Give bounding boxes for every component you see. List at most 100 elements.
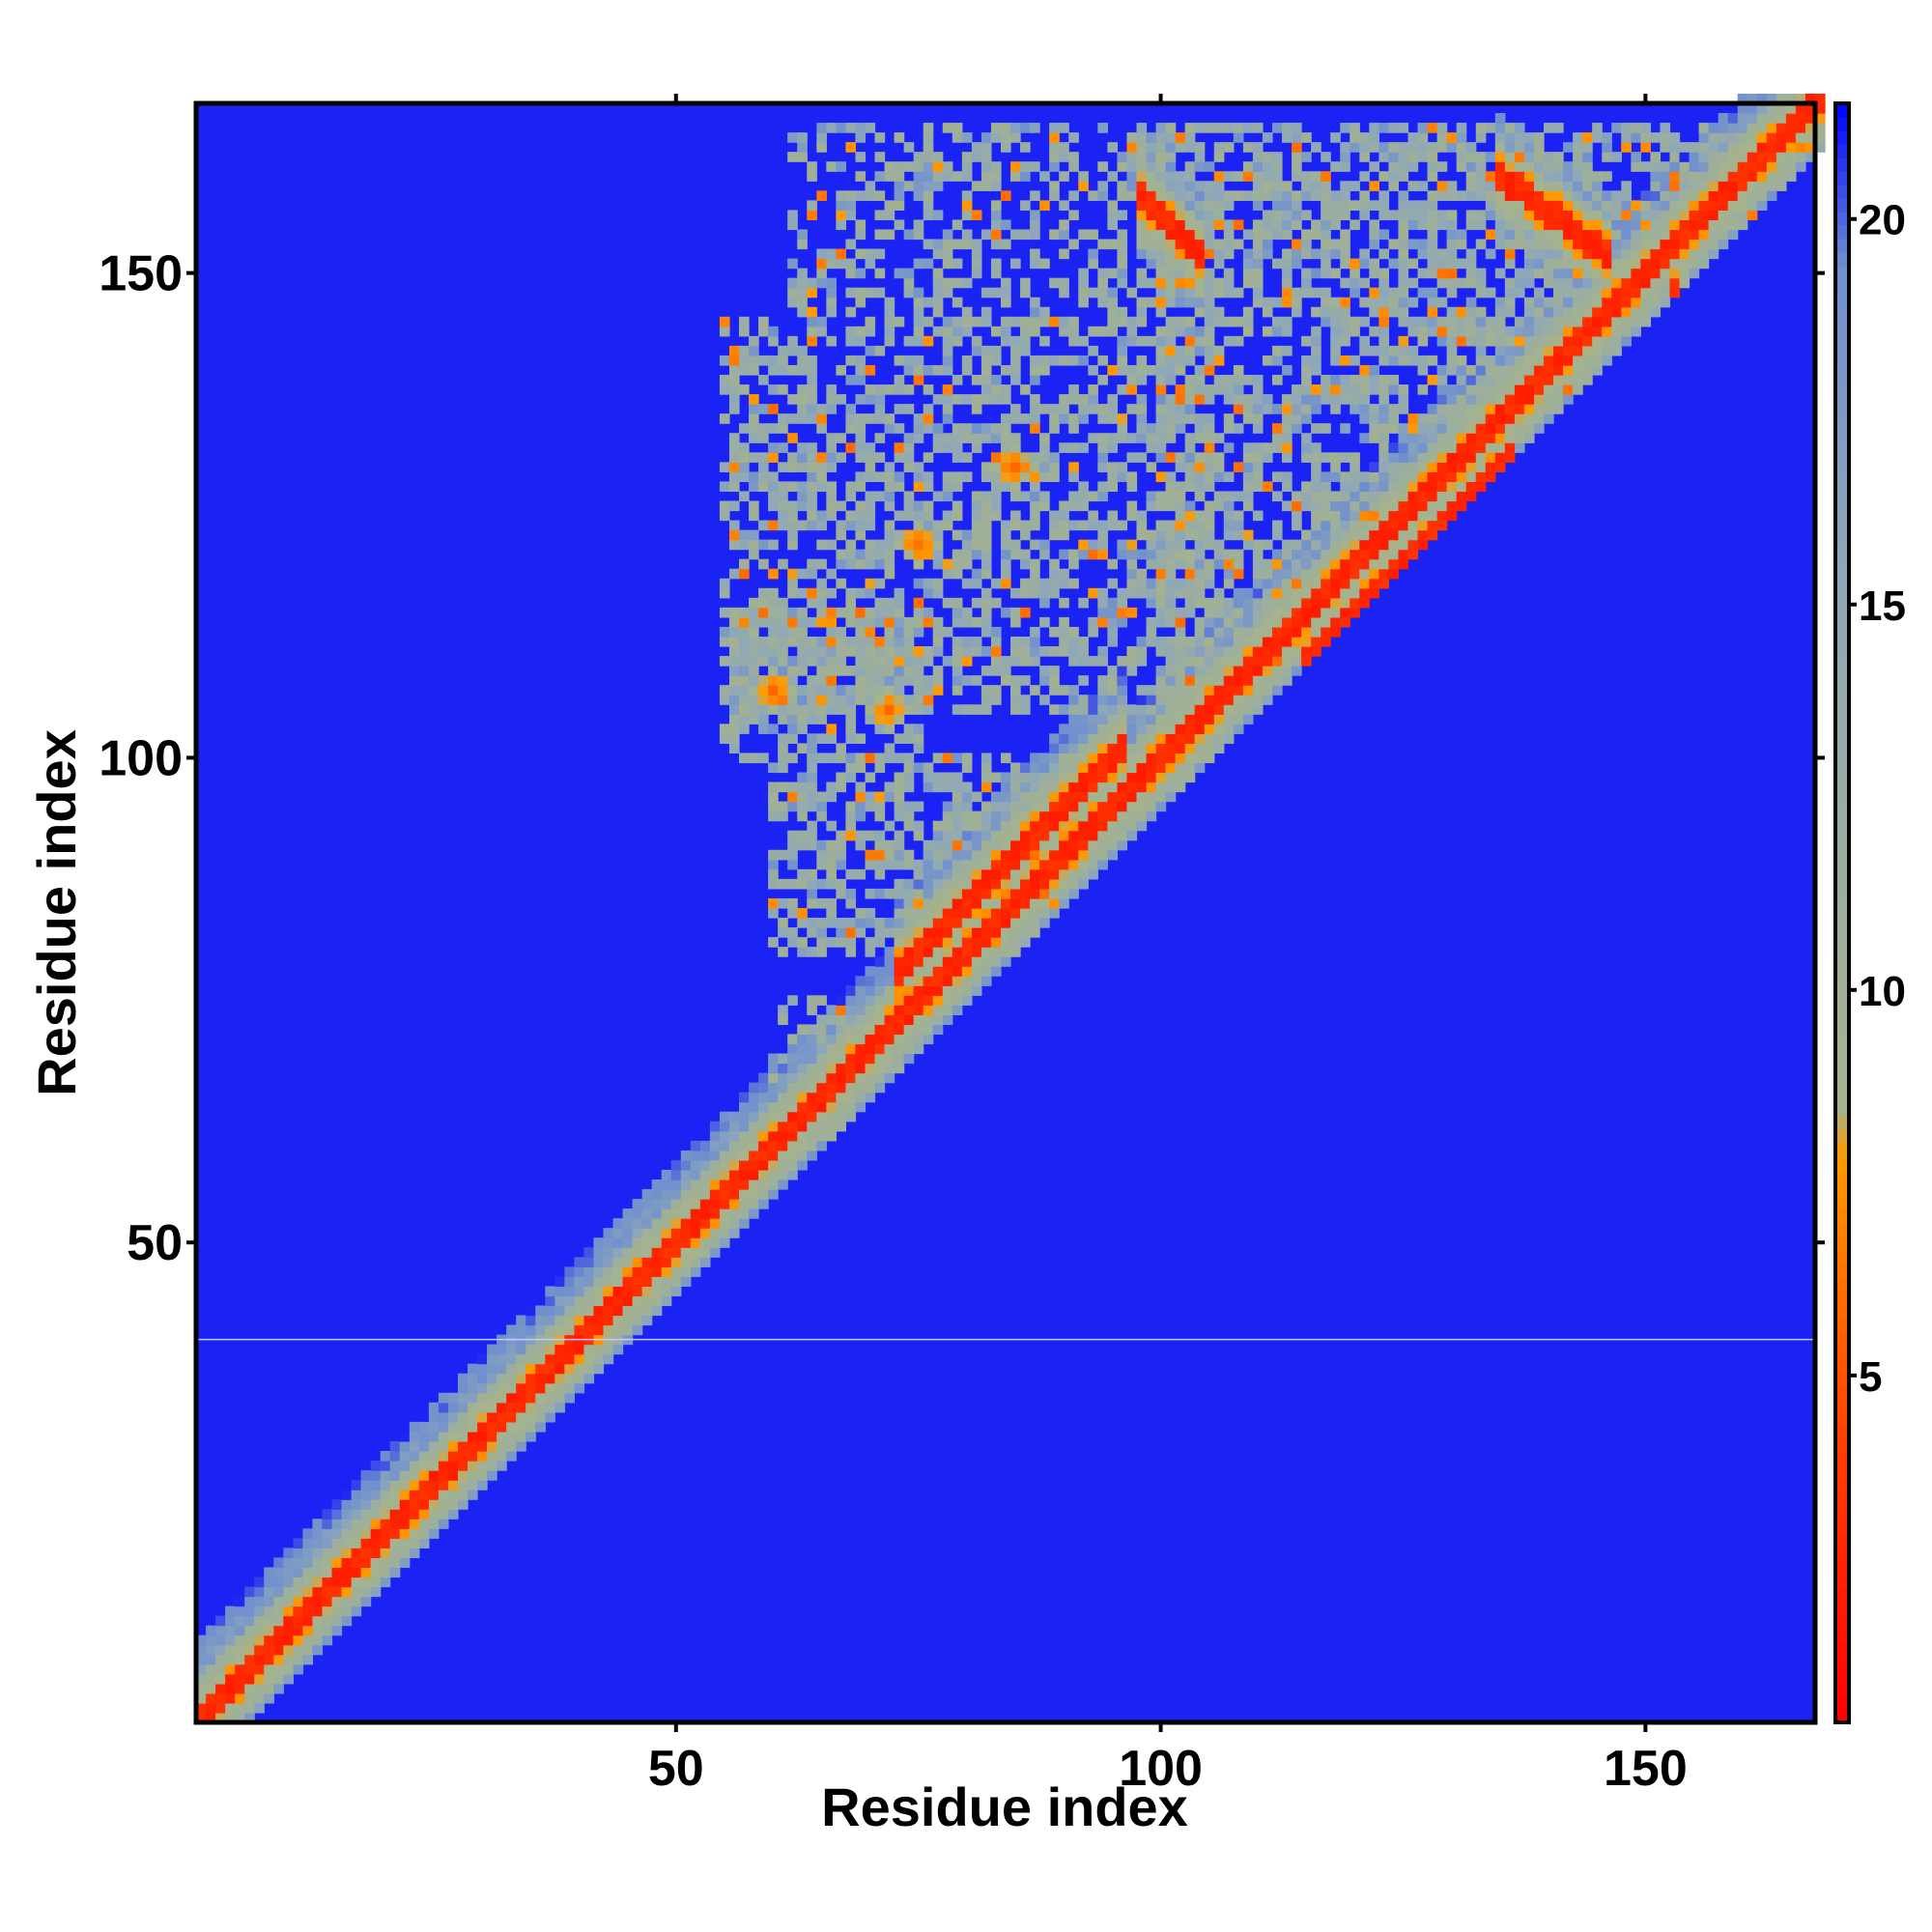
heatmap-cell xyxy=(855,695,867,705)
heatmap-cell xyxy=(913,510,924,522)
heatmap-cell xyxy=(1194,568,1206,580)
heatmap-cell xyxy=(1369,345,1379,356)
heatmap-cell xyxy=(836,258,847,270)
heatmap-cell xyxy=(739,675,750,686)
heatmap-cell xyxy=(506,1363,517,1375)
heatmap-cell xyxy=(768,364,779,376)
heatmap-cell xyxy=(961,229,973,241)
heatmap-cell xyxy=(283,1644,294,1656)
heatmap-cell xyxy=(1030,568,1040,580)
heatmap-cell xyxy=(1242,587,1254,599)
heatmap-cell xyxy=(1563,219,1574,231)
heatmap-cell xyxy=(894,753,905,764)
heatmap-cell xyxy=(961,995,973,1006)
heatmap-cell xyxy=(535,1373,546,1384)
heatmap-cell xyxy=(1020,200,1031,211)
heatmap-cell xyxy=(690,1140,701,1151)
heatmap-cell xyxy=(1563,258,1574,270)
heatmap-cell xyxy=(1436,433,1448,443)
heatmap-cell xyxy=(1262,578,1273,589)
heatmap-cell xyxy=(1369,268,1379,279)
heatmap-cell xyxy=(1146,558,1157,570)
heatmap-cell xyxy=(1068,152,1079,162)
heatmap-cell xyxy=(1602,306,1612,318)
heatmap-cell xyxy=(1340,578,1350,589)
heatmap-cell xyxy=(1592,258,1603,270)
heatmap-cell xyxy=(836,433,847,443)
heatmap-cell xyxy=(457,1421,469,1433)
heatmap-cell xyxy=(797,1092,808,1103)
heatmap-cell xyxy=(1311,500,1321,512)
heatmap-cell xyxy=(1533,142,1545,153)
heatmap-cell xyxy=(913,219,924,231)
heatmap-cell xyxy=(1427,481,1438,493)
heatmap-cell xyxy=(1494,200,1506,211)
heatmap-cell xyxy=(302,1548,314,1558)
heatmap-cell xyxy=(728,1218,740,1229)
heatmap-cell xyxy=(884,568,895,580)
heatmap-cell xyxy=(1107,607,1119,618)
heatmap-cell xyxy=(1078,297,1089,308)
heatmap-cell xyxy=(1030,762,1040,774)
heatmap-cell xyxy=(1485,413,1496,424)
heatmap-cell xyxy=(1446,491,1458,502)
heatmap-cell xyxy=(942,161,953,172)
heatmap-cell xyxy=(1213,123,1225,133)
heatmap-cell xyxy=(293,1625,303,1636)
heatmap-cell xyxy=(1194,685,1206,696)
heatmap-cell xyxy=(923,781,934,793)
heatmap-cell xyxy=(826,297,837,308)
heatmap-cell xyxy=(283,1615,294,1627)
heatmap-cell xyxy=(1059,724,1069,734)
heatmap-cell xyxy=(845,810,857,822)
heatmap-cell xyxy=(487,1440,497,1452)
heatmap-cell xyxy=(360,1557,372,1569)
heatmap-cell xyxy=(971,907,982,919)
heatmap-cell xyxy=(235,1702,245,1714)
heatmap-cell xyxy=(1398,520,1409,531)
heatmap-cell xyxy=(1456,375,1467,385)
heatmap-cell xyxy=(235,1673,245,1685)
heatmap-cell xyxy=(1573,171,1583,182)
heatmap-cell xyxy=(1184,413,1196,424)
heatmap-cell xyxy=(1068,704,1079,715)
heatmap-cell xyxy=(1359,258,1370,270)
heatmap-cell xyxy=(1359,210,1370,221)
heatmap-cell xyxy=(913,743,924,754)
heatmap-cell xyxy=(1223,394,1235,405)
heatmap-cell xyxy=(903,762,915,774)
heatmap-cell xyxy=(980,161,992,172)
heatmap-cell xyxy=(1126,132,1138,143)
heatmap-cell xyxy=(952,123,963,133)
heatmap-cell xyxy=(506,1450,517,1462)
heatmap-cell xyxy=(739,704,750,715)
heatmap-cell xyxy=(409,1509,420,1520)
heatmap-cell xyxy=(816,1101,827,1113)
heatmap-cell xyxy=(1175,258,1186,270)
heatmap-cell xyxy=(235,1634,245,1646)
heatmap-cell xyxy=(1233,462,1244,472)
heatmap-cell xyxy=(971,510,982,522)
heatmap-cell xyxy=(1039,491,1050,502)
heatmap-cell xyxy=(1223,384,1235,395)
heatmap-cell xyxy=(1563,200,1574,211)
heatmap-cell xyxy=(1233,510,1244,522)
heatmap-cell xyxy=(1465,364,1477,376)
heatmap-cell xyxy=(768,791,779,803)
heatmap-cell xyxy=(1223,714,1235,724)
heatmap-cell xyxy=(1359,558,1370,570)
heatmap-cell xyxy=(1000,190,1011,201)
heatmap-cell xyxy=(389,1519,401,1529)
heatmap-cell xyxy=(932,491,944,502)
heatmap-cell xyxy=(1155,743,1167,754)
heatmap-cell xyxy=(980,316,992,327)
heatmap-cell xyxy=(845,520,857,531)
heatmap-cell xyxy=(1010,636,1021,647)
heatmap-cell xyxy=(913,471,924,483)
heatmap-cell xyxy=(1301,277,1312,289)
heatmap-cell xyxy=(1213,597,1225,609)
heatmap-cell xyxy=(1446,132,1458,143)
heatmap-cell xyxy=(526,1411,536,1423)
heatmap-cell xyxy=(1184,607,1196,618)
heatmap-cell xyxy=(903,666,915,676)
